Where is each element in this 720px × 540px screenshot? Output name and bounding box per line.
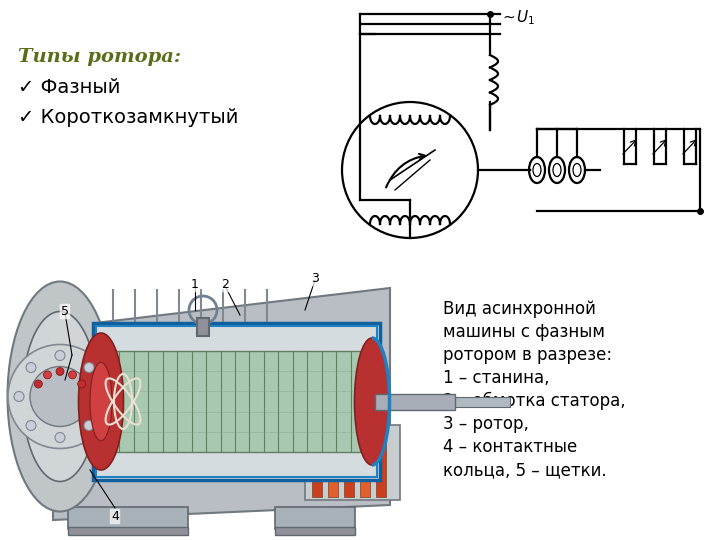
Text: Вид асинхронной: Вид асинхронной xyxy=(443,300,596,318)
Text: Типы ротора:: Типы ротора: xyxy=(18,48,181,66)
Bar xyxy=(328,427,338,497)
Text: 3: 3 xyxy=(311,272,319,285)
Circle shape xyxy=(35,380,42,388)
Bar xyxy=(96,326,377,477)
Circle shape xyxy=(55,350,65,361)
Bar xyxy=(275,527,355,535)
Bar xyxy=(305,425,400,500)
Circle shape xyxy=(8,345,112,449)
Text: кольца, 5 – щетки.: кольца, 5 – щетки. xyxy=(443,461,607,479)
Circle shape xyxy=(68,371,76,379)
Bar xyxy=(375,394,455,409)
Bar xyxy=(105,351,365,452)
Text: 2 – обмотка статора,: 2 – обмотка статора, xyxy=(443,392,626,410)
Ellipse shape xyxy=(78,333,124,470)
Circle shape xyxy=(55,433,65,442)
Text: 1: 1 xyxy=(191,278,199,291)
Text: машины с фазным: машины с фазным xyxy=(443,323,605,341)
Text: $\sim\!U_1$: $\sim\!U_1$ xyxy=(500,8,535,26)
Circle shape xyxy=(96,392,106,402)
Circle shape xyxy=(84,362,94,373)
Bar xyxy=(275,507,355,529)
Text: 4: 4 xyxy=(111,510,119,523)
Text: 2: 2 xyxy=(221,278,229,291)
Bar xyxy=(344,427,354,497)
Text: ✓ Короткозамкнутый: ✓ Короткозамкнутый xyxy=(18,108,238,127)
Circle shape xyxy=(56,368,64,375)
Bar xyxy=(360,427,370,497)
Bar xyxy=(376,427,386,497)
Ellipse shape xyxy=(7,281,112,511)
Text: 4 – контактные: 4 – контактные xyxy=(443,438,577,456)
Text: 1 – станина,: 1 – станина, xyxy=(443,369,549,387)
Bar xyxy=(68,507,188,529)
Bar xyxy=(450,396,510,407)
Text: 5: 5 xyxy=(61,305,69,318)
Circle shape xyxy=(14,392,24,402)
Circle shape xyxy=(26,421,36,430)
Circle shape xyxy=(30,367,90,427)
Ellipse shape xyxy=(90,362,112,441)
Bar xyxy=(197,318,209,336)
Circle shape xyxy=(84,421,94,430)
Text: ротором в разрезе:: ротором в разрезе: xyxy=(443,346,612,364)
Bar xyxy=(93,323,380,480)
Circle shape xyxy=(43,371,52,379)
Ellipse shape xyxy=(354,338,390,465)
Text: 3 – ротор,: 3 – ротор, xyxy=(443,415,529,433)
Text: ✓ Фазный: ✓ Фазный xyxy=(18,78,120,97)
Bar xyxy=(312,427,322,497)
Ellipse shape xyxy=(22,312,97,482)
Circle shape xyxy=(78,380,86,388)
Circle shape xyxy=(26,362,36,373)
Polygon shape xyxy=(53,288,390,520)
Bar xyxy=(68,527,188,535)
